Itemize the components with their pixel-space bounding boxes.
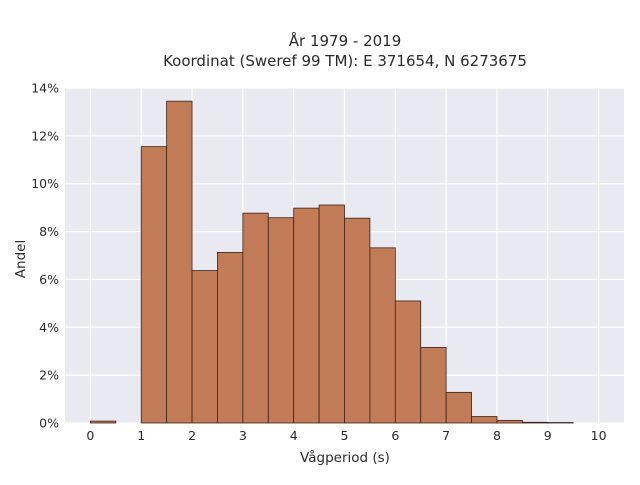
x-tick-label-3: 3 <box>239 428 247 443</box>
x-tick-label-10: 10 <box>591 428 607 443</box>
y-tick-label-2: 4% <box>39 320 59 335</box>
bar-17 <box>522 422 547 423</box>
bar-15 <box>472 417 497 423</box>
x-tick-label-0: 0 <box>86 428 94 443</box>
y-tick-label-1: 2% <box>39 368 59 383</box>
bar-9 <box>319 205 344 423</box>
bar-11 <box>370 248 395 423</box>
bar-0 <box>90 421 115 423</box>
bar-10 <box>345 218 370 423</box>
y-tick-label-6: 12% <box>31 128 59 143</box>
bar-14 <box>446 392 471 423</box>
y-tick-label-0: 0% <box>39 416 59 431</box>
x-tick-label-2: 2 <box>188 428 196 443</box>
x-axis-ticks: 0 1 2 3 4 5 6 7 8 9 10 <box>86 428 606 443</box>
x-tick-label-9: 9 <box>544 428 552 443</box>
bar-8 <box>294 208 319 423</box>
bar-2 <box>141 147 166 423</box>
bar-3 <box>167 101 192 423</box>
y-tick-label-5: 10% <box>31 176 59 191</box>
bar-5 <box>217 252 242 423</box>
chart-title-line-2: Koordinat (Sweref 99 TM): E 371654, N 62… <box>163 52 527 70</box>
bar-13 <box>421 347 446 423</box>
bar-7 <box>268 218 293 423</box>
y-tick-label-7: 14% <box>31 81 59 96</box>
x-tick-label-5: 5 <box>341 428 349 443</box>
bar-4 <box>192 271 217 423</box>
chart-title-line-1: År 1979 - 2019 <box>289 31 402 50</box>
x-tick-label-7: 7 <box>442 428 450 443</box>
y-axis-label: Andel <box>13 240 29 278</box>
x-tick-label-4: 4 <box>290 428 298 443</box>
bar-16 <box>497 420 522 423</box>
bar-6 <box>243 213 268 423</box>
x-tick-label-6: 6 <box>391 428 399 443</box>
x-tick-label-8: 8 <box>493 428 501 443</box>
y-tick-label-4: 8% <box>39 224 59 239</box>
y-axis-ticks: 0% 2% 4% 6% 8% 10% 12% 14% <box>31 81 59 431</box>
x-tick-label-1: 1 <box>137 428 145 443</box>
y-tick-label-3: 6% <box>39 272 59 287</box>
x-axis-label: Vågperiod (s) <box>300 449 390 466</box>
bar-12 <box>395 301 420 423</box>
